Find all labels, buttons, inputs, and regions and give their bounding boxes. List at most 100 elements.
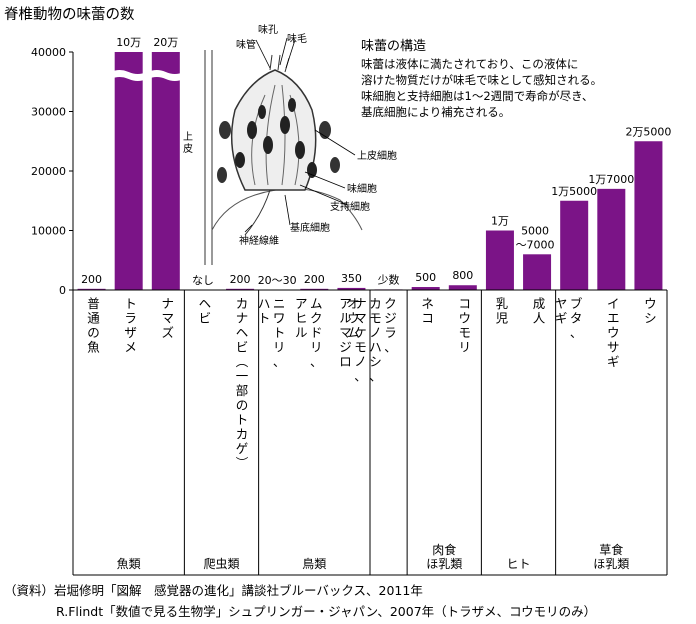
- y-tick-label: 20000: [31, 165, 66, 178]
- category-label: ノ: [354, 354, 367, 369]
- group-label: ほ乳類: [426, 557, 462, 571]
- category-label: ズ: [162, 325, 175, 340]
- data-label: 20万: [153, 36, 178, 49]
- category-label: マ: [354, 311, 367, 326]
- category-label: の: [236, 398, 249, 413]
- bar: [485, 230, 514, 290]
- category-label: ヘ: [199, 296, 212, 311]
- data-label: 〜7000: [516, 238, 555, 251]
- category-label: ナ: [354, 296, 367, 311]
- data-label: 200: [230, 273, 251, 286]
- category-label: ヤ: [555, 296, 568, 311]
- category-label: モ: [354, 340, 367, 355]
- category-label: 一: [236, 369, 249, 384]
- bar: [411, 287, 440, 290]
- category-label: ル: [339, 311, 352, 326]
- category-label: 、: [273, 354, 286, 369]
- category-label: ビ: [199, 311, 212, 326]
- data-label: 20〜30: [258, 274, 297, 287]
- category-label: マ: [162, 311, 175, 326]
- bar: [114, 52, 143, 290]
- category-label: ヘ: [236, 325, 249, 340]
- diagram-caption-line: 基底細胞により補充される。: [361, 105, 511, 119]
- category-label: 人: [533, 311, 546, 326]
- group-label: 魚類: [117, 557, 141, 571]
- category-label: イ: [607, 296, 620, 311]
- category-label: ル: [295, 325, 308, 340]
- category-label: リ: [459, 340, 472, 355]
- diagram-label-epithelial-cell: 上皮細胞: [357, 149, 397, 162]
- category-label: コ: [421, 311, 434, 326]
- diagram-label-pore: 味孔: [258, 24, 278, 36]
- category-label: リ: [310, 340, 323, 355]
- diagram-caption-title: 味蕾の構造: [361, 39, 427, 54]
- category-label: ラ: [124, 311, 137, 326]
- diagram-caption: 味蕾の構造 味蕾は液体に満たされており、この液体に 溶けた物質だけが味毛で味とし…: [361, 38, 602, 120]
- category-label: ︶: [236, 456, 249, 471]
- diagram-label-basal-cell: 基底細胞: [290, 221, 330, 234]
- category-label: ブ: [570, 296, 583, 311]
- chart-title: 脊椎動物の味蕾の数: [4, 6, 135, 23]
- category-label: コ: [459, 296, 472, 311]
- category-label: の: [87, 325, 100, 340]
- category-label: ム: [347, 325, 360, 340]
- category-label: メ: [124, 340, 137, 355]
- category-label: ワ: [273, 311, 286, 326]
- data-label: 5000: [521, 224, 549, 237]
- axis-break-mark: [147, 70, 184, 81]
- category-label: カ: [236, 296, 249, 311]
- diagram-label-hair: 味毛: [287, 33, 307, 45]
- category-label: オ: [347, 296, 360, 311]
- category-label: ヒ: [295, 311, 308, 326]
- category-label: カ: [236, 427, 249, 442]
- source-line-1: （資料）岩堀修明「図解 感覚器の進化」講談社ブルーバックス、2011年: [4, 583, 423, 598]
- axis-break-mark: [110, 70, 147, 81]
- category-label: 、: [384, 340, 397, 355]
- bar: [560, 200, 589, 290]
- category-label: ラ: [384, 325, 397, 340]
- bar: [523, 254, 552, 290]
- category-label: カ: [369, 296, 382, 311]
- category-label: ウ: [347, 311, 360, 326]
- data-label: 200: [81, 273, 102, 286]
- diagram-label-taste-cell: 味細胞: [347, 182, 377, 195]
- category-label: 、: [310, 354, 323, 369]
- bar: [226, 288, 255, 290]
- category-label: ウ: [459, 311, 472, 326]
- category-label: ハ: [258, 296, 271, 311]
- category-label: ナ: [162, 296, 175, 311]
- category-label: 普: [87, 296, 100, 311]
- category-label: ノ: [369, 325, 382, 340]
- data-label: 少数: [378, 273, 400, 286]
- category-label: ド: [310, 325, 323, 340]
- group-label: 肉食: [432, 542, 456, 557]
- category-label: ゲ: [236, 441, 249, 456]
- group-label: 爬虫類: [203, 557, 239, 571]
- category-label: ロ: [339, 354, 352, 369]
- category-label: モ: [459, 325, 472, 340]
- category-label: ナ: [236, 311, 249, 326]
- category-label: ク: [310, 311, 323, 326]
- bar: [151, 52, 180, 290]
- category-label: マ: [339, 325, 352, 340]
- category-label: リ: [273, 340, 286, 355]
- bar: [597, 188, 626, 290]
- category-label: 魚: [87, 340, 100, 355]
- data-label: 10万: [116, 36, 141, 49]
- group-label: 草食: [599, 542, 623, 557]
- category-label: シ: [369, 354, 382, 369]
- category-label: モ: [369, 311, 382, 326]
- group-label: ヒト: [506, 557, 530, 571]
- category-label: ト: [273, 325, 286, 340]
- diagram-label-support-cell: 支持細胞: [330, 200, 370, 213]
- category-label: ク: [384, 296, 397, 311]
- category-label: ハ: [369, 340, 382, 355]
- category-label: ト: [258, 311, 271, 326]
- category-label: ジ: [384, 311, 397, 326]
- category-label: サ: [607, 340, 620, 355]
- category-label: 部: [236, 383, 249, 398]
- category-label: ビ: [236, 340, 249, 355]
- category-label: ︵: [236, 354, 249, 369]
- category-label: ニ: [273, 296, 286, 311]
- category-label: エ: [607, 311, 620, 326]
